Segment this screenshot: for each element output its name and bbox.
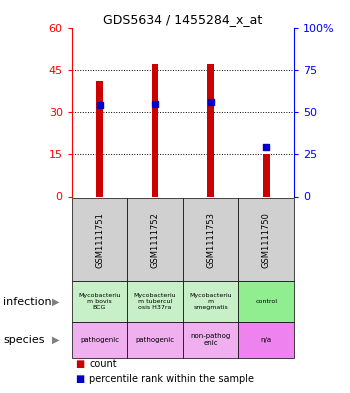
Text: GSM1111750: GSM1111750 (262, 212, 271, 268)
Bar (263, 154, 270, 196)
Text: ▶: ▶ (51, 335, 59, 345)
Text: species: species (4, 335, 45, 345)
Text: count: count (89, 358, 117, 369)
Bar (207, 64, 214, 196)
Text: Mycobacteriu
m
smegmatis: Mycobacteriu m smegmatis (189, 293, 232, 310)
Text: control: control (255, 299, 277, 304)
Text: ■: ■ (75, 358, 84, 369)
Text: infection: infection (4, 297, 52, 307)
Text: Mycobacteriu
m tubercul
osis H37ra: Mycobacteriu m tubercul osis H37ra (134, 293, 176, 310)
Point (152, 100, 158, 107)
Text: GSM1111753: GSM1111753 (206, 212, 215, 268)
Text: pathogenic: pathogenic (80, 337, 119, 343)
Text: ■: ■ (75, 374, 84, 384)
Text: GSM1111752: GSM1111752 (150, 212, 160, 268)
Bar (152, 64, 159, 196)
Text: pathogenic: pathogenic (135, 337, 175, 343)
Text: percentile rank within the sample: percentile rank within the sample (89, 374, 254, 384)
Text: n/a: n/a (261, 337, 272, 343)
Text: non-pathog
enic: non-pathog enic (190, 333, 231, 347)
Point (208, 99, 213, 105)
Text: ▶: ▶ (51, 297, 59, 307)
Text: GSM1111751: GSM1111751 (95, 212, 104, 268)
Title: GDS5634 / 1455284_x_at: GDS5634 / 1455284_x_at (103, 13, 262, 26)
Point (97, 102, 102, 108)
Text: Mycobacteriu
m bovis
BCG: Mycobacteriu m bovis BCG (78, 293, 121, 310)
Bar (96, 81, 103, 196)
Point (264, 144, 269, 151)
